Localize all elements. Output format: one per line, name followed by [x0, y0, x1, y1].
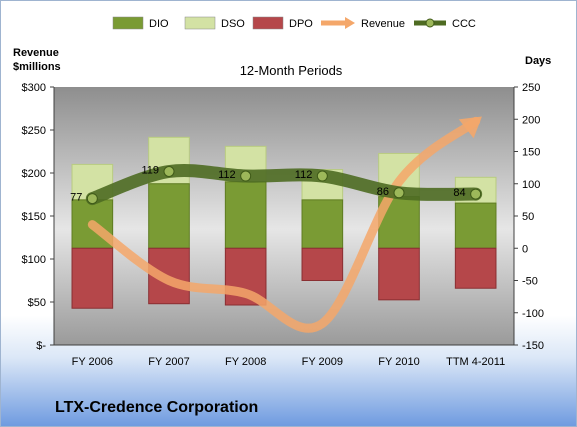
right-tick-label: 50	[522, 211, 534, 223]
legend-swatch	[252, 16, 284, 30]
dio-bar	[454, 202, 497, 249]
ccc-data-label: 86	[377, 186, 389, 198]
ccc-line: 77 119 112 112 86 84	[70, 163, 483, 206]
chart-title: 12-Month Periods	[240, 63, 343, 78]
left-tick-label: $50	[28, 297, 46, 309]
company-name: LTX-Credence Corporation	[55, 399, 259, 416]
legend-label: Revenue	[361, 18, 405, 30]
legend-label: DIO	[149, 18, 169, 30]
left-tick-label: $150	[22, 211, 46, 223]
ccc-data-label: 119	[141, 164, 159, 176]
dio-bar	[301, 199, 344, 249]
revenue-arrow-head	[458, 116, 482, 139]
left-axis-title-line1: Revenue	[13, 47, 59, 59]
legend-swatch	[112, 16, 144, 30]
dpo-bar	[301, 247, 344, 281]
plot-area	[54, 87, 514, 345]
right-tick-label: -50	[522, 276, 538, 288]
right-tick-label: 250	[522, 82, 540, 94]
ccc-marker	[393, 187, 405, 199]
ccc-data-label: 77	[70, 192, 82, 204]
ccc-data-label: 84	[453, 187, 465, 199]
legend-swatch-marker	[425, 18, 435, 28]
ccc-marker	[240, 170, 252, 182]
x-tick-label: FY 2006	[72, 356, 113, 368]
axes: $- $50 $100 $150 $200 $250 $300 -150 -100 -50 0 50 1…	[22, 82, 545, 368]
ccc-data-label: 112	[295, 169, 313, 181]
left-tick-label: $-	[36, 340, 46, 352]
x-tick-label: FY 2009	[302, 356, 343, 368]
legend-label: CCC	[452, 18, 476, 30]
dio-bar	[148, 183, 190, 249]
dpo-bar	[71, 247, 114, 309]
x-tick-label: FY 2007	[148, 356, 189, 368]
ccc-marker	[163, 165, 175, 177]
right-tick-label: 150	[522, 147, 540, 159]
dio-bar	[224, 181, 267, 249]
ccc-series-line	[85, 163, 483, 206]
ccc-marker	[470, 188, 482, 200]
right-tick-label: 0	[522, 243, 528, 255]
legend-label: DPO	[289, 18, 313, 30]
right-tick-label: 100	[522, 179, 540, 191]
revenue-series-line	[87, 116, 481, 333]
legend-swatch	[184, 16, 216, 30]
left-axis-title: Revenue $millions	[13, 47, 62, 73]
revenue-line	[87, 116, 482, 333]
legend: DIO DSO DPO Revenue CCC	[112, 16, 476, 30]
left-tick-label: $200	[22, 168, 46, 180]
x-tick-label: TTM 4-2011	[446, 356, 505, 368]
right-tick-label: -100	[522, 308, 544, 320]
ccc-marker	[316, 170, 328, 182]
left-tick-label: $250	[22, 125, 46, 137]
right-tick-label: 200	[522, 114, 540, 126]
dpo-bar	[378, 247, 420, 301]
left-tick-label: $300	[22, 82, 46, 94]
x-tick-label: FY 2008	[225, 356, 266, 368]
x-tick-label: FY 2010	[378, 356, 419, 368]
ccc-marker	[86, 193, 98, 205]
legend-swatch-arrow	[345, 17, 355, 29]
ccc-data-label: 112	[218, 169, 236, 181]
left-tick-label: $100	[22, 254, 46, 266]
right-tick-label: -150	[522, 340, 544, 352]
dpo-bar	[454, 247, 497, 289]
legend-label: DSO	[221, 18, 245, 30]
right-axis-title: Days	[525, 55, 551, 67]
left-axis-title-line2: $millions	[13, 61, 61, 73]
